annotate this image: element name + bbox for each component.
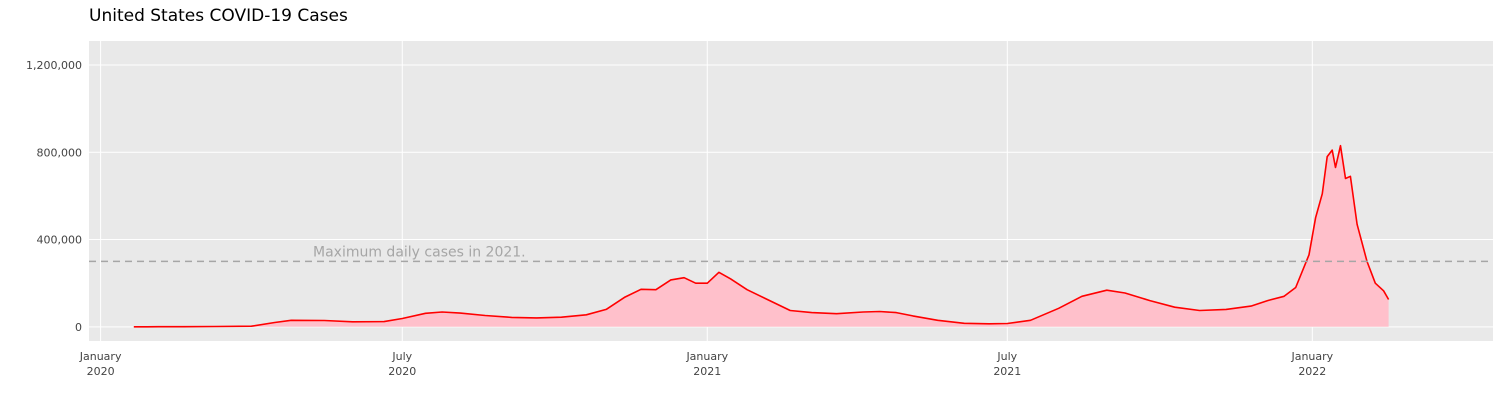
x-tick-label: 2021: [993, 365, 1021, 378]
x-tick-label: July: [996, 350, 1017, 363]
x-tick-label: July: [391, 350, 412, 363]
cases-area-fill: [133, 145, 1389, 327]
x-axis-ticks: January 2020 July 2020 January 2021 July 2021 Ja…: [79, 350, 1334, 378]
plot-area: [89, 41, 1493, 341]
x-tick-label: January: [1290, 350, 1333, 363]
x-tick-label: 2021: [693, 365, 721, 378]
x-tick-label: 2020: [87, 365, 115, 378]
y-tick-label: 1,200,000: [26, 59, 82, 72]
y-tick-label: 400,000: [37, 234, 83, 247]
x-tick-label: 2022: [1298, 365, 1326, 378]
x-tick-label: January: [685, 350, 728, 363]
y-tick-label: 0: [75, 321, 82, 334]
reference-line-label: Maximum daily cases in 2021.: [313, 244, 526, 260]
x-tick-label: January: [79, 350, 122, 363]
y-gridlines: [89, 64, 1493, 328]
y-axis-ticks: 0 400,000 800,000 1,200,000: [26, 59, 82, 334]
x-tick-label: 2020: [388, 365, 416, 378]
cases-line: [133, 144, 1390, 328]
chart-title: United States COVID-19 Cases: [89, 6, 348, 26]
y-tick-label: 800,000: [37, 146, 83, 159]
